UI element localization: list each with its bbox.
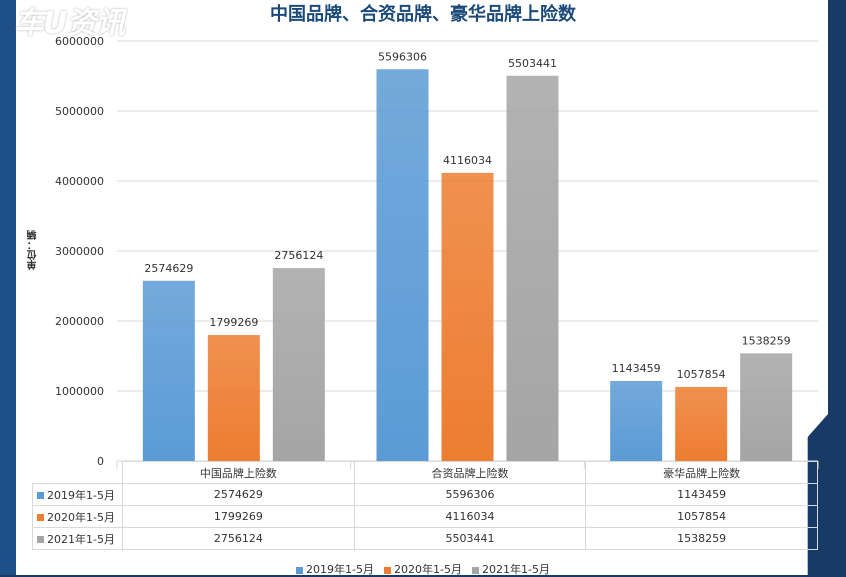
table-row-label: 2019年1-5月 bbox=[32, 483, 123, 506]
table-row-label: 2021年1-5月 bbox=[32, 527, 123, 550]
legend-item: 2021年1-5月 bbox=[471, 561, 550, 577]
data-table: 中国品牌上险数 合资品牌上险数 豪华品牌上险数 2019年1-5月 2574629 559… bbox=[32, 461, 818, 550]
bar bbox=[142, 280, 195, 461]
table-row: 2021年1-5月 2756124 5503441 1538259 bbox=[32, 527, 818, 550]
bar-value-label: 1057854 bbox=[677, 368, 726, 381]
table-cell: 5503441 bbox=[353, 527, 587, 550]
series-swatch bbox=[37, 514, 44, 521]
series-swatch bbox=[37, 492, 44, 499]
legend-swatch bbox=[471, 566, 479, 574]
bar-value-label: 5503441 bbox=[508, 57, 557, 70]
table-header-row: 中国品牌上险数 合资品牌上险数 豪华品牌上险数 bbox=[32, 461, 818, 484]
table-row: 2019年1-5月 2574629 5596306 1143459 bbox=[32, 483, 818, 506]
chart-legend: 2019年1-5月 2020年1-5月 2021年1-5月 bbox=[0, 561, 846, 577]
series-swatch bbox=[37, 536, 44, 543]
table-cell: 1538259 bbox=[585, 527, 818, 550]
bar bbox=[376, 69, 429, 462]
table-column-header: 豪华品牌上险数 bbox=[585, 461, 818, 484]
table-row: 2020年1-5月 1799269 4116034 1057854 bbox=[32, 505, 818, 528]
watermark-logo: 车U资讯 bbox=[14, 6, 125, 41]
legend-label: 2021年1-5月 bbox=[481, 563, 550, 576]
legend-label: 2019年1-5月 bbox=[306, 563, 375, 576]
bar bbox=[740, 353, 793, 461]
bar bbox=[207, 335, 260, 461]
y-tick-label: 2000000 bbox=[55, 315, 104, 328]
table-cell: 2756124 bbox=[122, 527, 355, 550]
y-tick-label: 1000000 bbox=[55, 385, 104, 398]
table-cell: 1799269 bbox=[122, 505, 355, 528]
bar-value-label: 2756124 bbox=[274, 249, 323, 262]
bar bbox=[675, 386, 728, 461]
legend-swatch bbox=[384, 566, 392, 574]
legend-item: 2020年1-5月 bbox=[384, 561, 462, 577]
y-tick-label: 6000000 bbox=[55, 35, 104, 48]
legend-label: 2020年1-5月 bbox=[394, 563, 462, 576]
series-name: 2019年1-5月 bbox=[47, 488, 115, 502]
series-name: 2020年1-5月 bbox=[47, 510, 115, 524]
table-cell: 1143459 bbox=[585, 483, 818, 506]
bar bbox=[506, 75, 559, 462]
bar-value-label: 1143459 bbox=[612, 362, 661, 375]
table-cell: 2574629 bbox=[122, 483, 355, 506]
table-cell: 5596306 bbox=[353, 483, 587, 506]
bar-value-label: 2574629 bbox=[144, 262, 193, 275]
bar bbox=[272, 268, 325, 461]
table-column-header: 合资品牌上险数 bbox=[353, 461, 587, 484]
bar-value-label: 1538259 bbox=[742, 334, 791, 347]
table-cell: 4116034 bbox=[353, 505, 587, 528]
table-row-label: 2020年1-5月 bbox=[32, 505, 123, 528]
bar-value-label: 5596306 bbox=[378, 50, 427, 63]
series-name: 2021年1-5月 bbox=[47, 532, 115, 546]
y-tick-label: 3000000 bbox=[55, 245, 104, 258]
legend-swatch bbox=[296, 566, 304, 574]
bar bbox=[610, 380, 663, 461]
legend-item: 2019年1-5月 bbox=[296, 561, 374, 577]
table-cell: 1057854 bbox=[585, 505, 818, 528]
y-tick-label: 4000000 bbox=[55, 175, 104, 188]
y-tick-label: 5000000 bbox=[55, 105, 104, 118]
bar bbox=[441, 172, 494, 461]
chart-title: 中国品牌、合资品牌、豪华品牌上险数 bbox=[270, 4, 576, 25]
bar-value-label: 1799269 bbox=[209, 316, 258, 329]
table-corner bbox=[32, 461, 123, 484]
table-column-header: 中国品牌上险数 bbox=[122, 461, 355, 484]
background-stripe bbox=[0, 0, 16, 575]
bar-value-label: 4116034 bbox=[443, 154, 492, 167]
